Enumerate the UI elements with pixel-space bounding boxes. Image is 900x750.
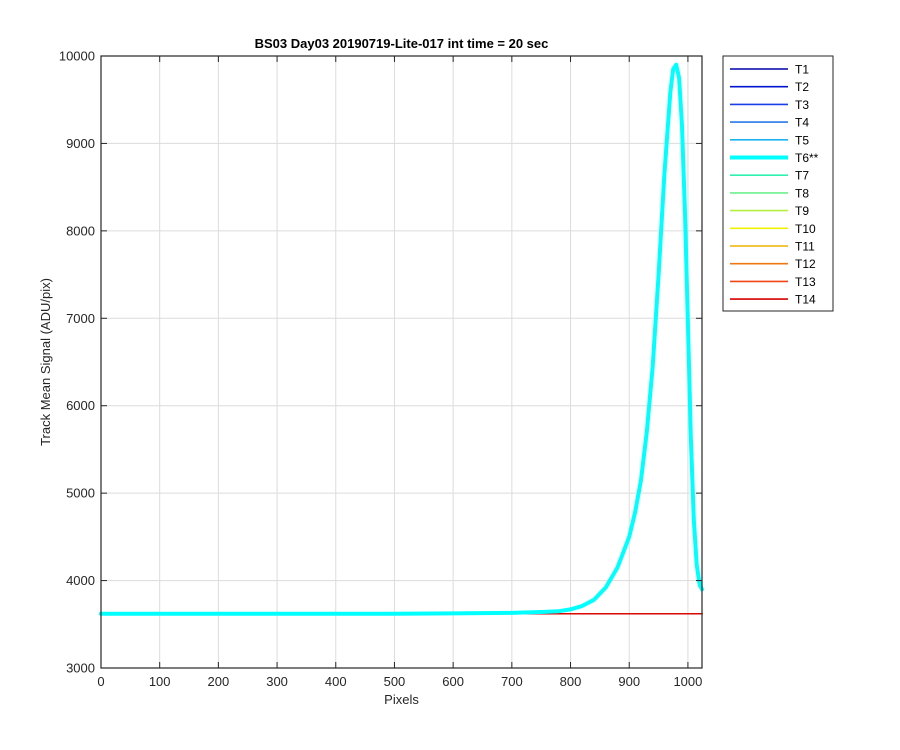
legend-label: T2 <box>795 80 809 94</box>
legend-label: T3 <box>795 98 809 112</box>
x-tick-label: 800 <box>560 674 582 689</box>
x-tick-label: 500 <box>384 674 406 689</box>
legend-item: T9 <box>730 204 809 218</box>
x-axis-label: Pixels <box>384 692 419 707</box>
y-tick-label: 7000 <box>66 311 95 326</box>
y-tick-label: 4000 <box>66 573 95 588</box>
legend-item: T14 <box>730 293 816 307</box>
legend-label: T5 <box>795 133 809 147</box>
legend-item: T5 <box>730 133 809 147</box>
legend-item: T12 <box>730 257 816 271</box>
legend-label: T12 <box>795 257 816 271</box>
legend-item: T10 <box>730 222 816 236</box>
legend-label: T9 <box>795 204 809 218</box>
legend: T1 T2 T3 T4 T5 T6** T7 T8 T9 T10 T11 T12 T13 T14 <box>722 55 834 312</box>
y-tick-label: 8000 <box>66 223 95 238</box>
legend-item: T13 <box>730 275 816 289</box>
legend-item: T2 <box>730 80 809 94</box>
x-tick-label: 300 <box>266 674 288 689</box>
x-tick-label: 100 <box>149 674 171 689</box>
legend-item: T4 <box>730 116 809 130</box>
legend-item: T3 <box>730 98 809 112</box>
x-tick-label: 0 <box>97 674 104 689</box>
axis-ticks: 0 100 200 300 400 500 600 700 800 900 1000 3000 4000… <box>59 49 703 690</box>
legend-item: T1 <box>730 63 809 77</box>
y-tick-label: 10000 <box>59 49 95 64</box>
legend-item: T7 <box>730 169 809 183</box>
x-tick-label: 900 <box>618 674 640 689</box>
x-tick-label: 600 <box>442 674 464 689</box>
legend-label: T4 <box>795 116 809 130</box>
x-tick-label: 200 <box>208 674 230 689</box>
legend-label: T7 <box>795 169 809 183</box>
plot-frame <box>100 55 703 669</box>
plot-area <box>101 56 702 668</box>
legend-label: T8 <box>795 186 809 200</box>
y-axis-label: Track Mean Signal (ADU/pix) <box>38 278 53 446</box>
x-tick-label: 1000 <box>673 674 702 689</box>
legend-label: T11 <box>795 240 815 254</box>
series-line-t6 <box>99 62 704 616</box>
legend-item: T8 <box>730 186 809 200</box>
grid <box>101 56 702 668</box>
y-tick-label: 5000 <box>66 486 95 501</box>
y-tick-label: 9000 <box>66 136 95 151</box>
legend-label: T6** <box>795 151 819 165</box>
x-tick-label: 700 <box>501 674 523 689</box>
series-lines <box>99 62 704 616</box>
x-tick-label: 400 <box>325 674 347 689</box>
legend-label: T10 <box>795 222 816 236</box>
legend-box <box>722 55 834 312</box>
y-tick-label: 6000 <box>66 398 95 413</box>
legend-label: T13 <box>795 275 816 289</box>
legend-item: T11 <box>730 240 815 254</box>
y-tick-label: 3000 <box>66 661 95 676</box>
legend-item: T6** <box>730 151 819 165</box>
chart-title: BS03 Day03 20190719-Lite-017 int time = … <box>255 36 549 51</box>
legend-label: T14 <box>795 293 816 307</box>
legend-label: T1 <box>795 63 809 77</box>
